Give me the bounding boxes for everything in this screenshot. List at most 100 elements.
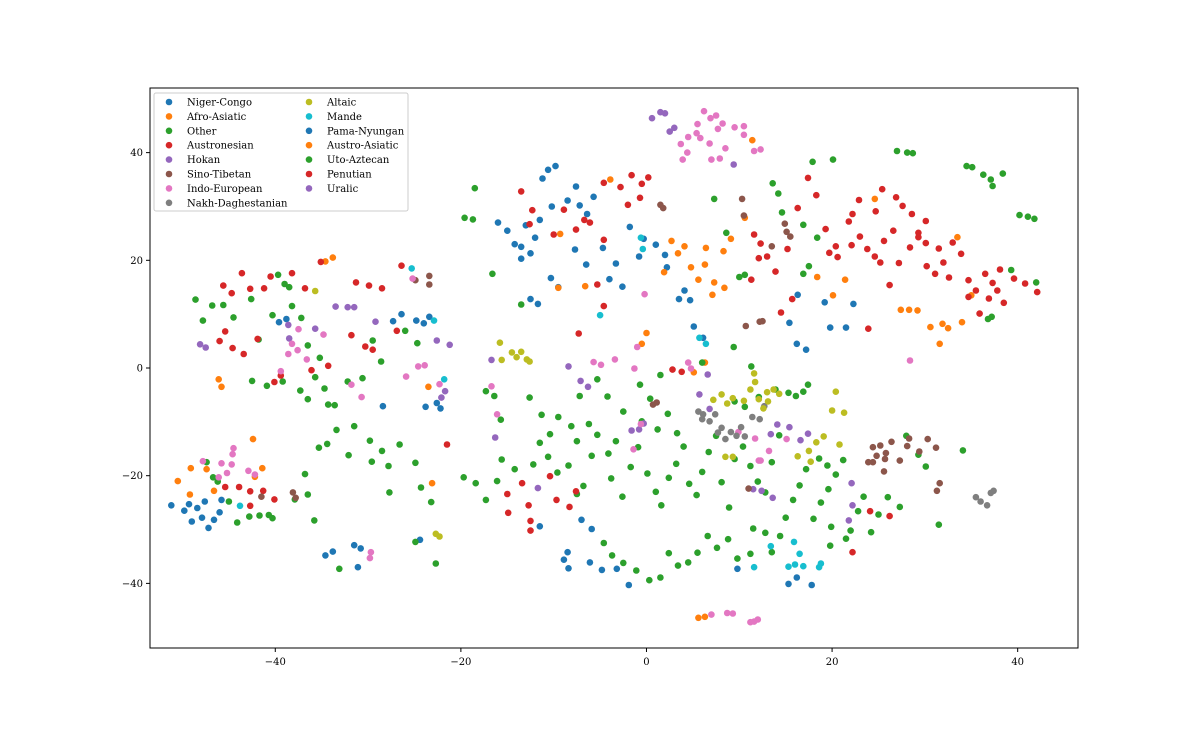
data-point	[635, 253, 643, 260]
data-point	[709, 291, 716, 299]
data-point	[534, 300, 542, 308]
data-point	[939, 320, 946, 328]
data-point	[723, 400, 731, 407]
data-point	[279, 378, 287, 385]
data-point	[653, 399, 660, 406]
data-point	[553, 496, 560, 504]
data-point	[658, 502, 665, 509]
data-point	[903, 149, 911, 156]
data-point	[750, 231, 758, 238]
data-point	[560, 206, 568, 213]
data-point	[848, 479, 855, 487]
data-point	[764, 398, 772, 405]
series-sino-tibetan	[258, 195, 943, 502]
data-point	[872, 208, 879, 215]
data-point	[965, 293, 972, 301]
legend-label: Uralic	[327, 184, 359, 195]
data-point	[783, 435, 790, 443]
legend-label: Altaic	[326, 98, 357, 109]
data-point	[741, 433, 749, 440]
data-point	[513, 353, 520, 361]
data-point	[530, 461, 537, 468]
series-austronesian	[216, 171, 1041, 556]
data-point	[786, 423, 793, 431]
data-point	[700, 107, 708, 115]
data-point	[215, 376, 222, 383]
data-point	[354, 563, 362, 571]
data-point	[817, 560, 825, 567]
data-point	[793, 574, 801, 581]
data-point	[576, 202, 583, 209]
data-point	[637, 420, 645, 428]
data-point	[555, 284, 562, 292]
data-point	[694, 120, 701, 128]
data-point	[832, 388, 840, 396]
data-point	[808, 581, 815, 589]
data-point	[706, 405, 713, 413]
legend-item: Uto-Aztecan	[305, 155, 390, 166]
data-point	[706, 140, 713, 147]
data-point	[460, 474, 468, 481]
data-point	[584, 383, 592, 391]
data-point	[311, 325, 319, 333]
data-point	[617, 183, 624, 191]
data-point	[822, 225, 829, 233]
data-point	[848, 241, 855, 249]
data-point	[350, 422, 358, 430]
data-point	[263, 382, 271, 390]
data-point	[547, 274, 555, 282]
data-point	[983, 502, 991, 509]
data-point	[304, 395, 312, 403]
data-point	[896, 457, 904, 464]
data-point	[714, 125, 722, 133]
data-point	[511, 465, 518, 473]
data-point	[932, 444, 940, 452]
data-point	[210, 487, 218, 495]
data-point	[785, 580, 792, 588]
data-point	[583, 210, 591, 218]
data-point	[285, 350, 292, 358]
data-point	[600, 539, 608, 547]
data-point	[606, 275, 613, 283]
data-point	[959, 447, 967, 454]
data-point	[417, 484, 425, 491]
data-point	[259, 487, 267, 495]
data-point	[412, 538, 419, 546]
data-point	[809, 158, 816, 166]
data-point	[796, 482, 803, 489]
data-point	[527, 527, 534, 534]
legend-label: Niger-Congo	[187, 98, 252, 109]
data-point	[303, 356, 311, 363]
data-point	[849, 210, 856, 218]
legend-item: Mande	[305, 112, 362, 123]
data-point	[256, 512, 263, 519]
legend-item: Niger-Congo	[165, 98, 252, 109]
data-point	[580, 482, 587, 490]
data-point	[768, 243, 776, 250]
data-point	[664, 410, 672, 418]
data-point	[230, 444, 237, 452]
data-point	[783, 228, 790, 236]
data-point	[216, 509, 223, 516]
data-point	[288, 269, 296, 277]
data-point	[888, 438, 895, 446]
legend-item: Afro-Asiatic	[165, 112, 247, 123]
data-point	[504, 490, 511, 498]
data-point	[730, 161, 737, 168]
data-point	[565, 462, 572, 469]
data-point	[936, 479, 943, 487]
data-point	[661, 251, 669, 259]
data-point	[749, 136, 756, 144]
data-point	[317, 258, 325, 266]
data-point	[489, 270, 496, 278]
data-point	[797, 436, 804, 444]
data-point	[886, 281, 893, 289]
data-point	[260, 285, 268, 292]
data-point	[235, 483, 243, 491]
data-point	[443, 441, 451, 448]
data-point	[987, 176, 995, 183]
data-point	[288, 302, 296, 310]
data-point	[301, 285, 309, 292]
data-point	[695, 276, 702, 284]
